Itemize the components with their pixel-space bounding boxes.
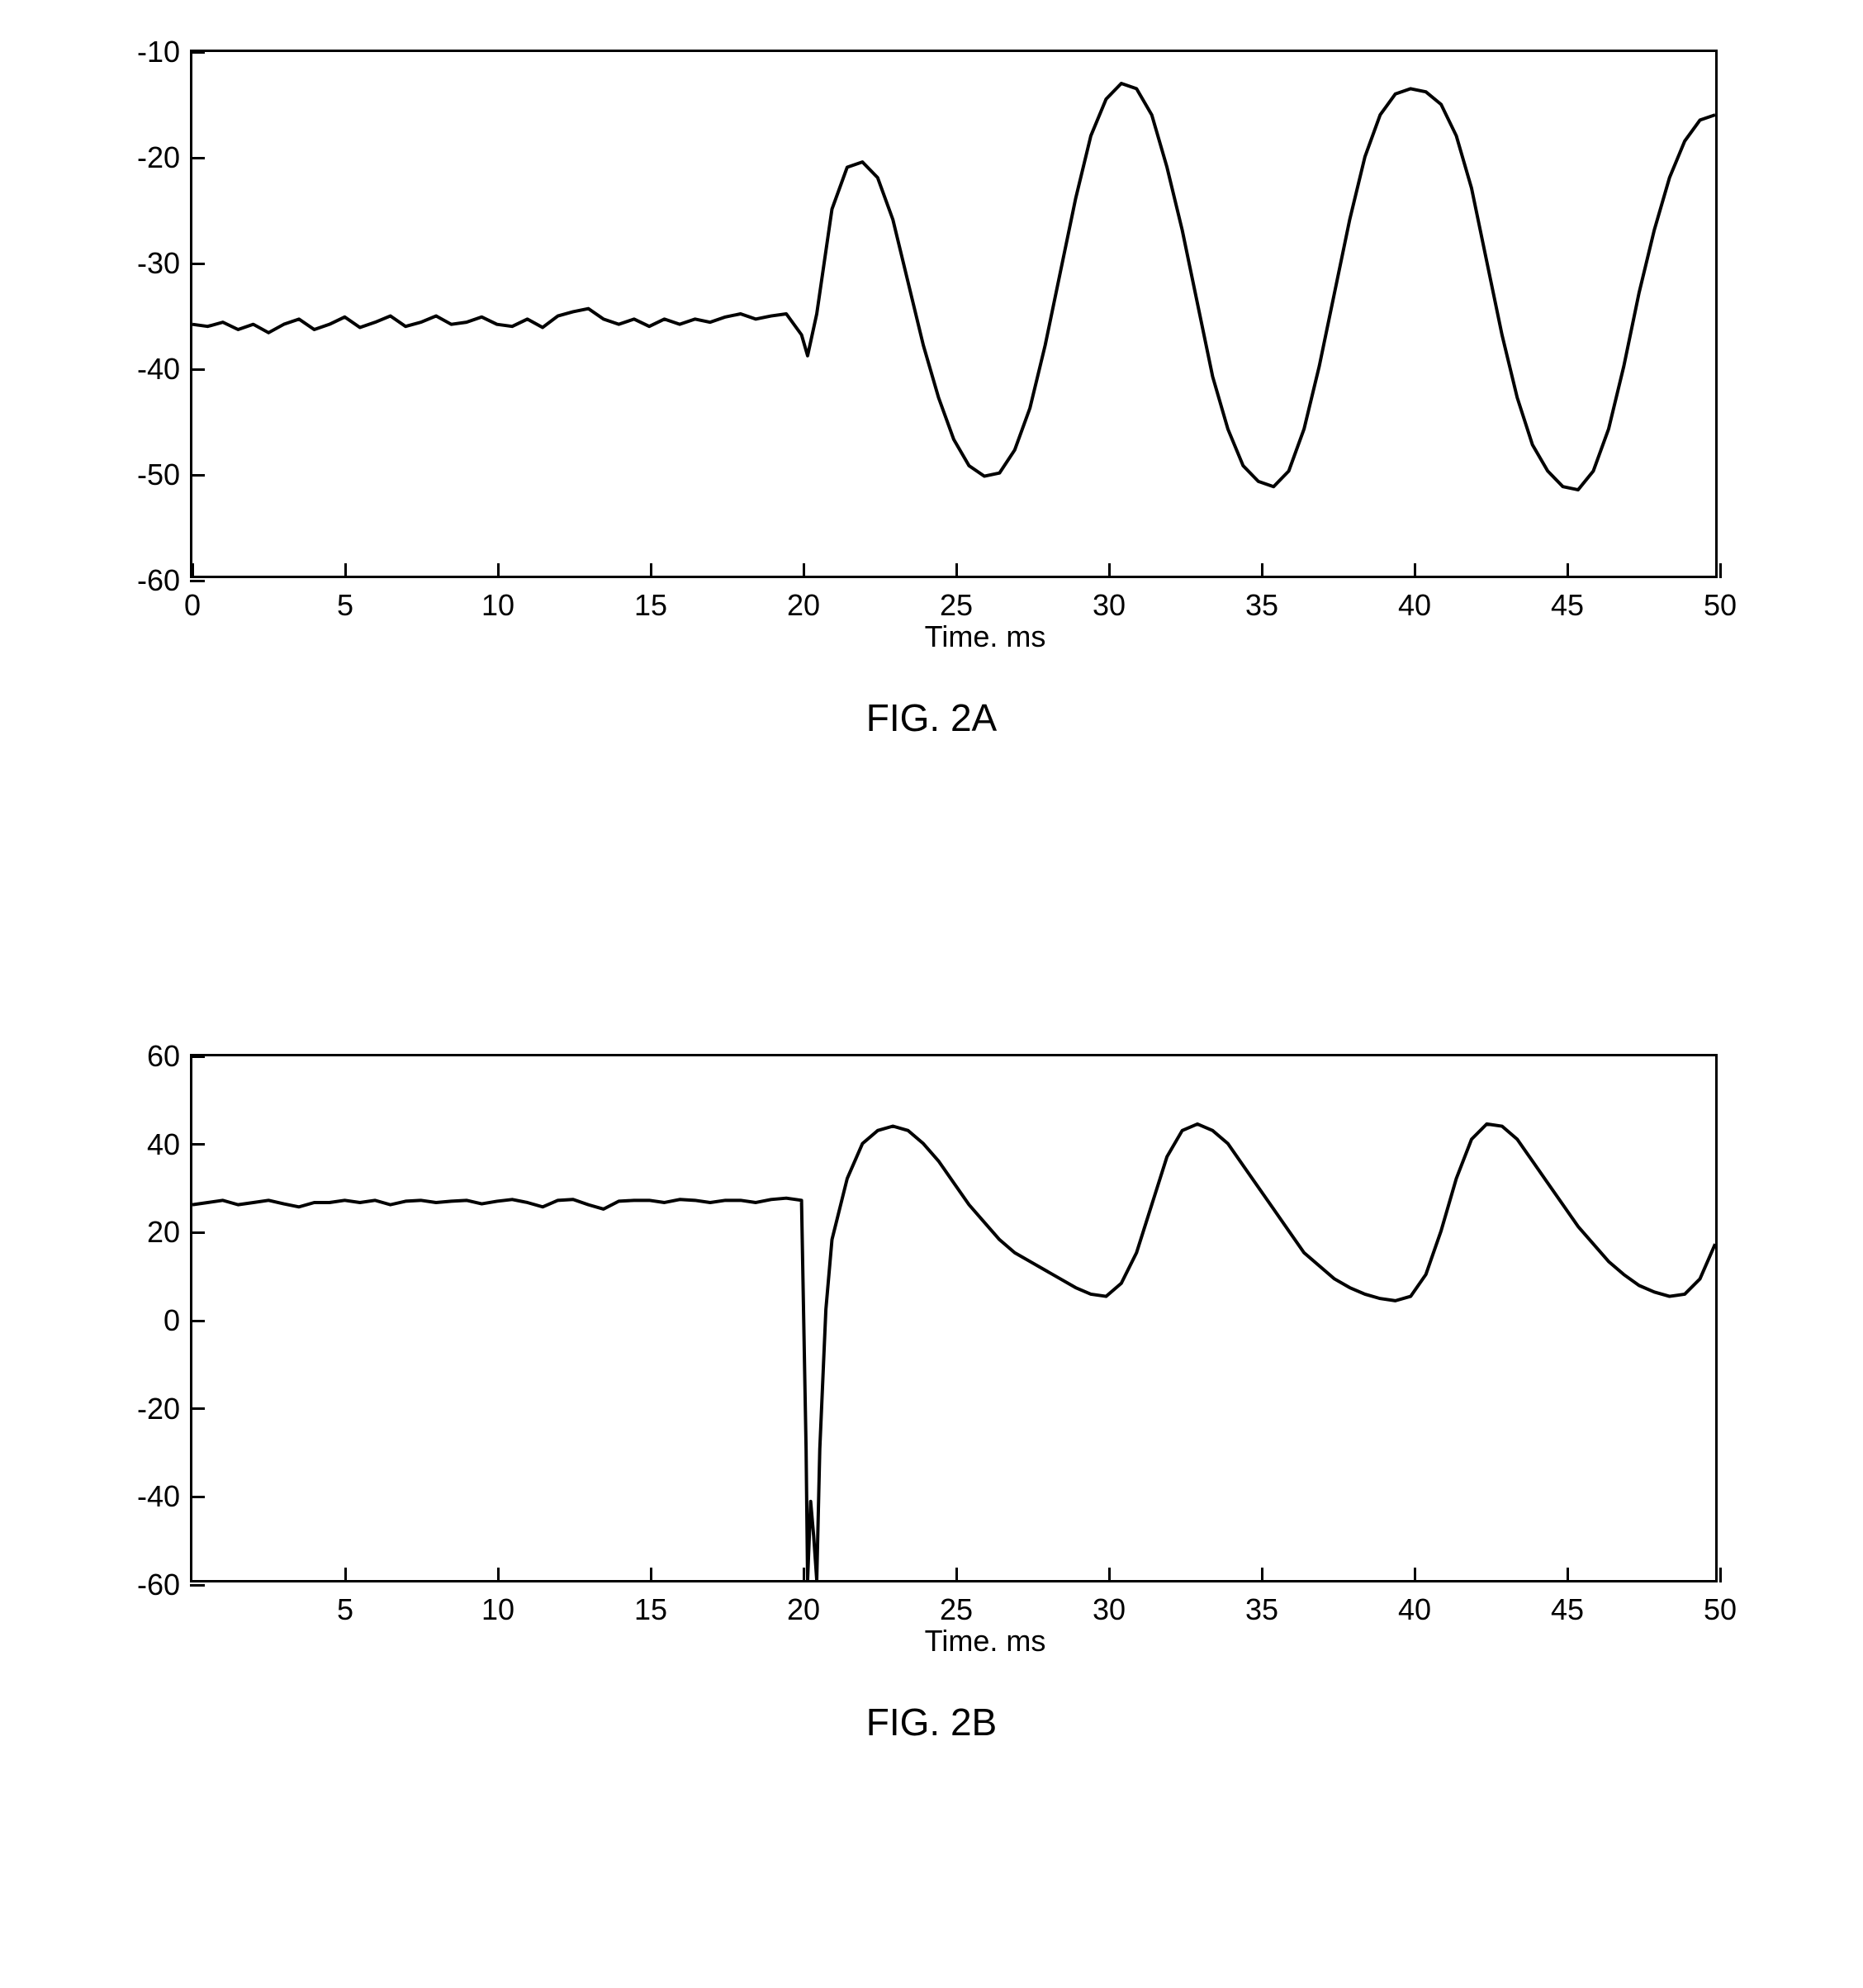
- chart-b-xlabel: Time. ms: [190, 1624, 1780, 1658]
- chart-a-plot-area: -60-50-40-30-20-1005101520253035404550: [190, 50, 1718, 578]
- x-tick-mark: [344, 563, 347, 578]
- x-tick-label: 40: [1398, 588, 1431, 623]
- x-tick-label: 5: [337, 588, 353, 623]
- chart-a-line: [192, 52, 1715, 576]
- chart-b-wrapper: D-axis Voltage Command Vd -60-40-2002040…: [190, 1054, 1780, 1658]
- x-tick-label: 10: [481, 588, 514, 623]
- y-tick-label: -60: [137, 563, 180, 598]
- x-tick-label: 15: [634, 1592, 667, 1627]
- x-tick-label: 40: [1398, 1592, 1431, 1627]
- chart-a-xlabel: Time. ms: [190, 619, 1780, 654]
- y-tick-label: -50: [137, 458, 180, 492]
- y-tick-mark: [190, 263, 205, 265]
- x-tick-label: 30: [1093, 1592, 1126, 1627]
- x-tick-mark: [955, 563, 958, 578]
- x-tick-mark: [1261, 1568, 1263, 1582]
- x-tick-mark: [1719, 1568, 1722, 1582]
- x-tick-mark: [803, 563, 805, 578]
- x-tick-label: 10: [481, 1592, 514, 1627]
- x-tick-label: 0: [184, 588, 201, 623]
- y-tick-label: 40: [147, 1127, 180, 1162]
- x-tick-label: 25: [940, 588, 973, 623]
- x-tick-label: 45: [1551, 1592, 1584, 1627]
- x-tick-label: 15: [634, 588, 667, 623]
- x-tick-label: 20: [787, 588, 820, 623]
- x-tick-mark: [1108, 1568, 1111, 1582]
- x-tick-mark: [192, 563, 194, 578]
- y-tick-label: -40: [137, 352, 180, 387]
- chart-a-container: Q-axis Voltage Command Vq -60-50-40-30-2…: [83, 50, 1780, 740]
- x-tick-label: 45: [1551, 588, 1584, 623]
- x-tick-label: 25: [940, 1592, 973, 1627]
- y-tick-label: -40: [137, 1479, 180, 1514]
- y-tick-mark: [190, 580, 205, 582]
- y-tick-label: -30: [137, 246, 180, 281]
- x-tick-mark: [1261, 563, 1263, 578]
- x-tick-label: 30: [1093, 588, 1126, 623]
- x-tick-label: 5: [337, 1592, 353, 1627]
- x-tick-mark: [497, 1568, 500, 1582]
- x-tick-mark: [803, 1568, 805, 1582]
- x-tick-mark: [344, 1568, 347, 1582]
- y-tick-label: -10: [137, 35, 180, 69]
- y-tick-mark: [190, 1407, 205, 1410]
- x-tick-mark: [497, 563, 500, 578]
- y-tick-mark: [190, 1496, 205, 1498]
- x-tick-mark: [955, 1568, 958, 1582]
- y-tick-mark: [190, 157, 205, 159]
- y-tick-label: 20: [147, 1215, 180, 1250]
- x-tick-label: 20: [787, 1592, 820, 1627]
- x-tick-mark: [1414, 563, 1416, 578]
- inter-chart-spacer: [83, 806, 1780, 1054]
- x-tick-label: 35: [1245, 1592, 1278, 1627]
- x-tick-label: 50: [1704, 588, 1737, 623]
- y-tick-mark: [190, 1056, 205, 1058]
- y-tick-mark: [190, 1231, 205, 1234]
- y-tick-label: 0: [164, 1303, 180, 1338]
- x-tick-mark: [1108, 563, 1111, 578]
- x-tick-label: 35: [1245, 588, 1278, 623]
- y-tick-mark: [190, 474, 205, 477]
- chart-b-figure-label: FIG. 2B: [83, 1700, 1780, 1744]
- x-tick-mark: [1567, 563, 1569, 578]
- y-tick-mark: [190, 1143, 205, 1146]
- x-tick-mark: [1567, 1568, 1569, 1582]
- chart-a-wrapper: Q-axis Voltage Command Vq -60-50-40-30-2…: [190, 50, 1780, 654]
- y-tick-label: 60: [147, 1039, 180, 1074]
- data-line: [192, 1124, 1715, 1580]
- chart-b-line: [192, 1056, 1715, 1580]
- y-tick-mark: [190, 1584, 205, 1587]
- y-tick-label: -20: [137, 1392, 180, 1426]
- y-tick-mark: [190, 1320, 205, 1322]
- chart-b-plot-area: -60-40-2002040605101520253035404550: [190, 1054, 1718, 1582]
- y-tick-label: -60: [137, 1568, 180, 1602]
- chart-b-container: D-axis Voltage Command Vd -60-40-2002040…: [83, 1054, 1780, 1744]
- data-line: [192, 83, 1715, 490]
- x-tick-mark: [1414, 1568, 1416, 1582]
- x-tick-mark: [650, 563, 652, 578]
- x-tick-mark: [1719, 563, 1722, 578]
- y-tick-mark: [190, 51, 205, 54]
- y-tick-label: -20: [137, 140, 180, 175]
- y-tick-mark: [190, 368, 205, 371]
- chart-a-figure-label: FIG. 2A: [83, 695, 1780, 740]
- x-tick-mark: [650, 1568, 652, 1582]
- x-tick-label: 50: [1704, 1592, 1737, 1627]
